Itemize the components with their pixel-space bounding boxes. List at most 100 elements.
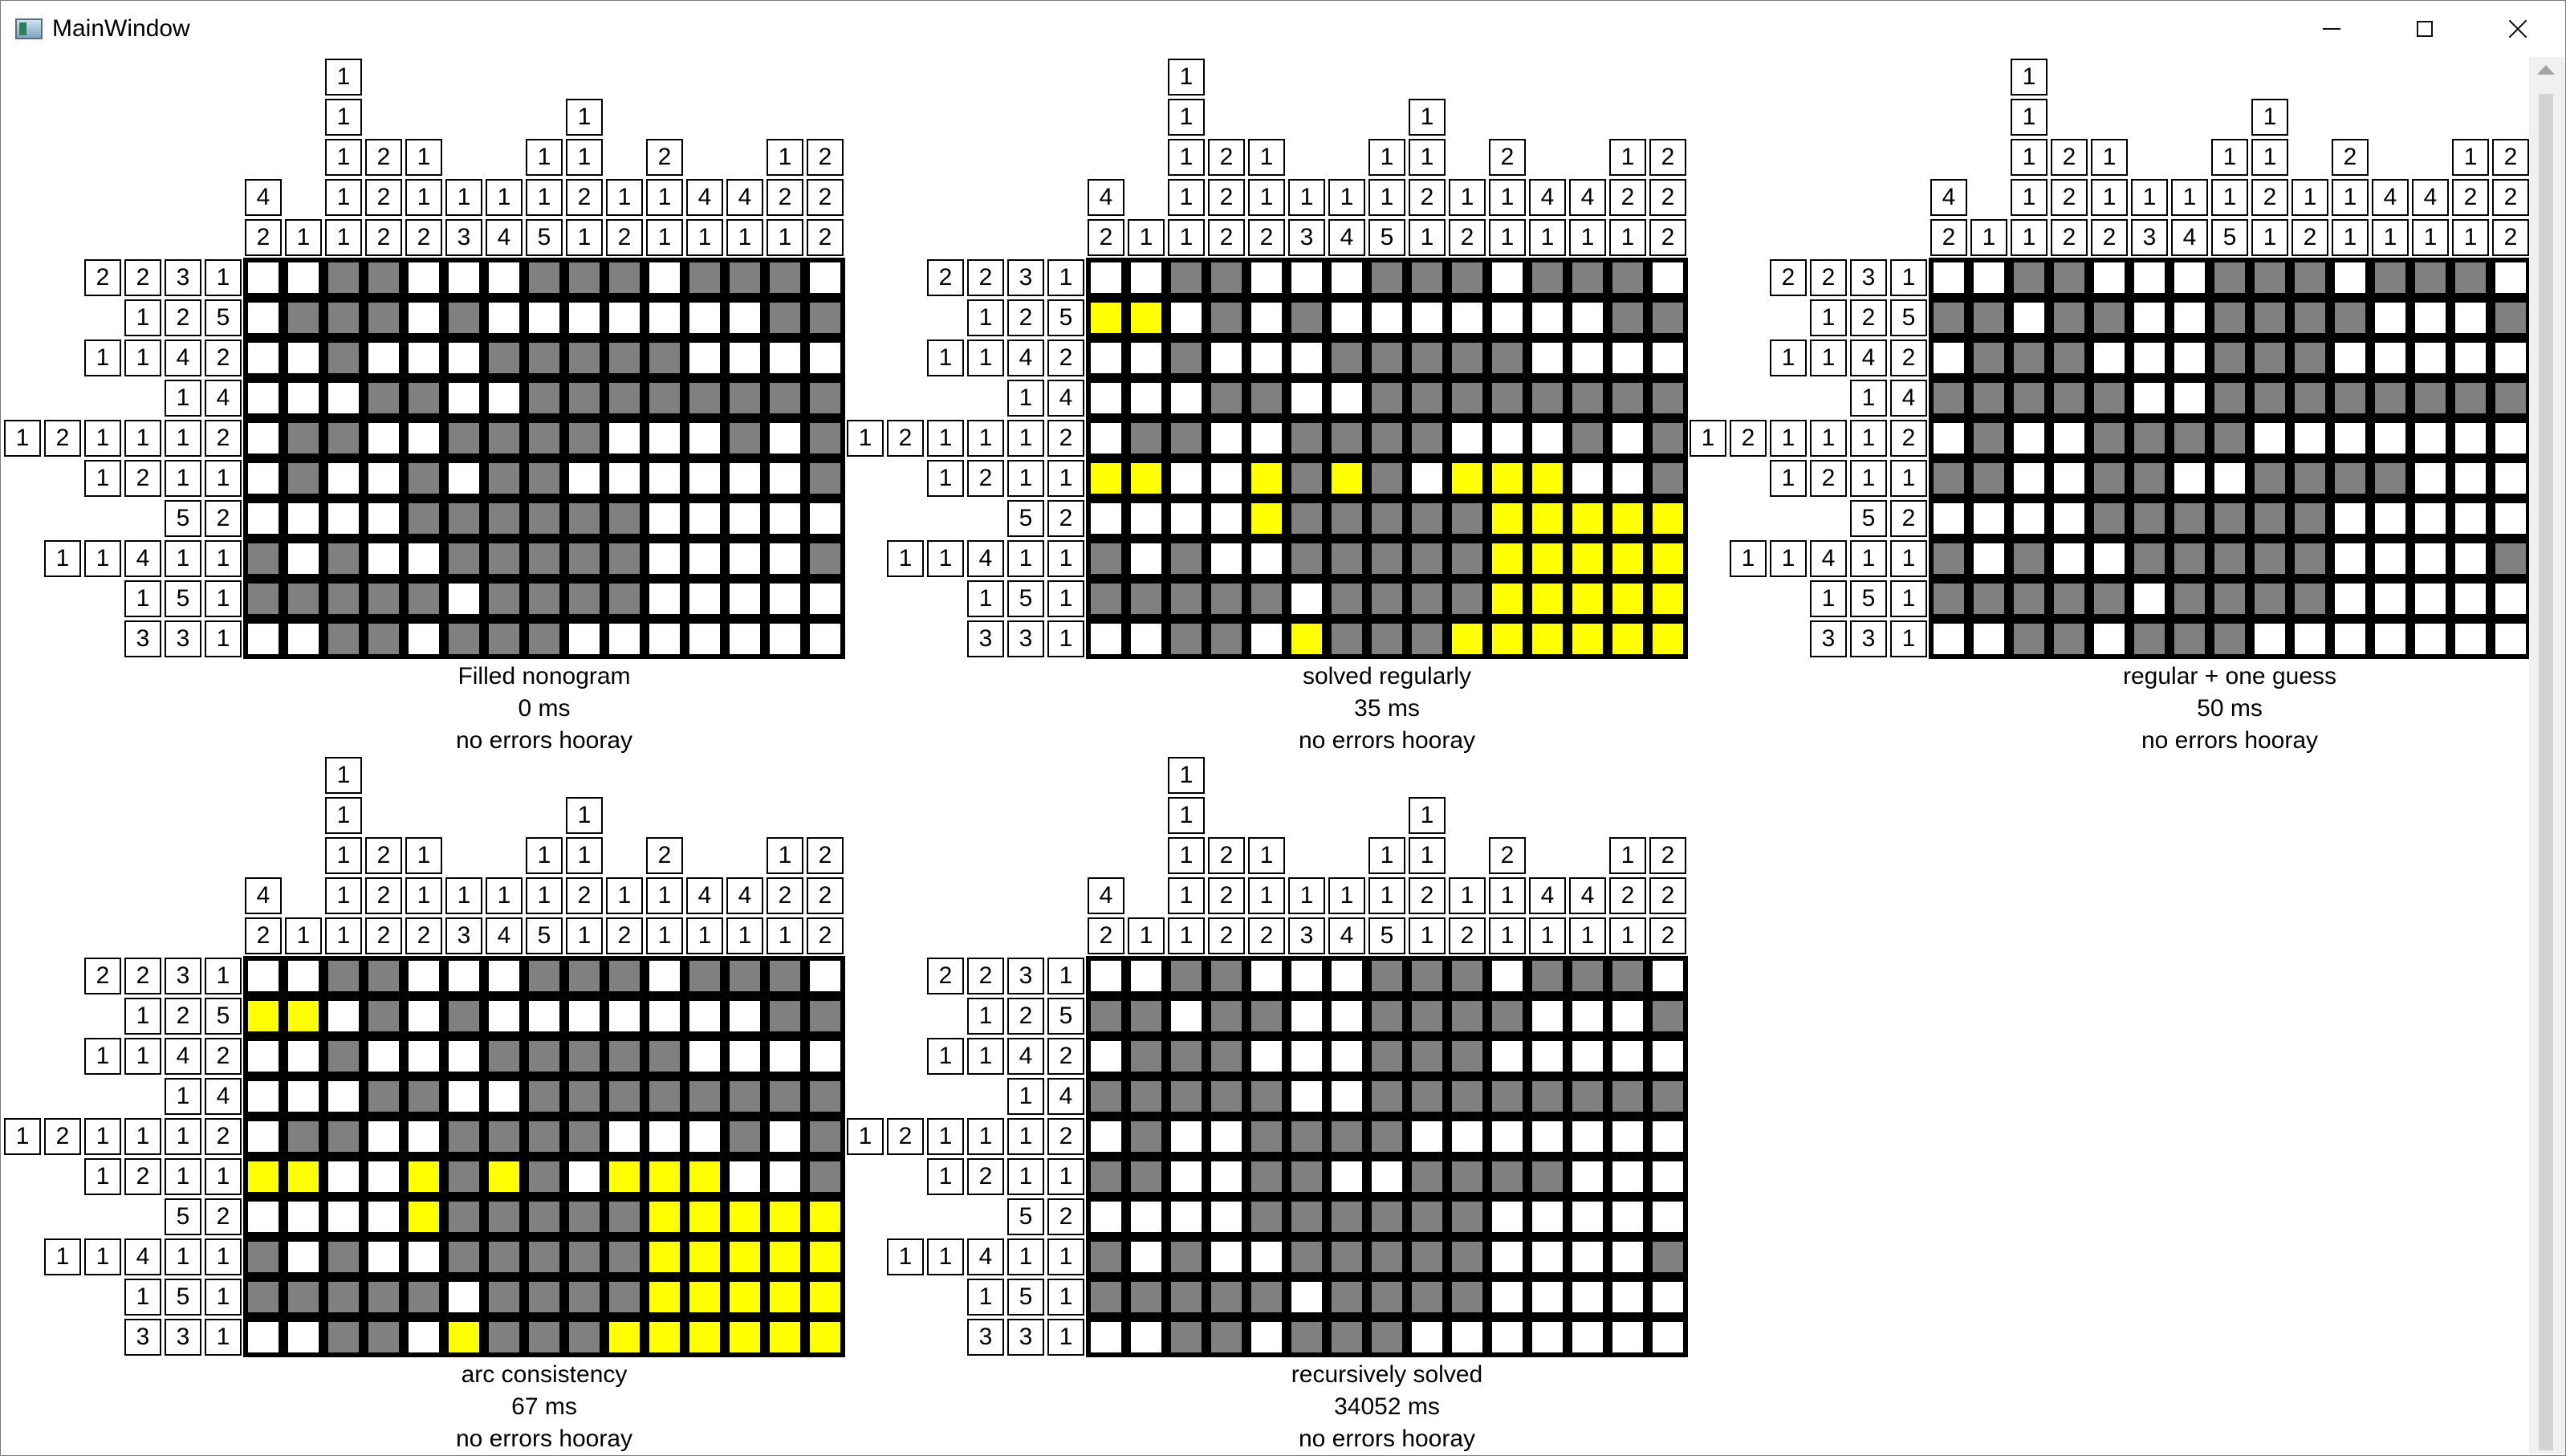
grid-cell-highlighted[interactable] (1527, 539, 1568, 579)
grid-cell-filled[interactable] (524, 579, 564, 619)
grid-cell-empty[interactable] (645, 498, 685, 539)
grid-cell-filled[interactable] (1407, 1277, 1447, 1317)
grid-cell-filled[interactable] (2129, 619, 2170, 659)
grid-cell-highlighted[interactable] (725, 1277, 765, 1317)
grid-cell-filled[interactable] (364, 1317, 404, 1357)
grid-cell-filled[interactable] (1246, 1197, 1287, 1237)
grid-cell-empty[interactable] (685, 579, 725, 619)
grid-cell-filled[interactable] (283, 1277, 323, 1317)
grid-cell-empty[interactable] (1287, 1036, 1327, 1076)
grid-cell-filled[interactable] (524, 378, 564, 418)
grid-cell-highlighted[interactable] (1527, 579, 1568, 619)
grid-cell-highlighted[interactable] (1648, 619, 1688, 659)
grid-cell-empty[interactable] (1086, 258, 1126, 298)
grid-cell-empty[interactable] (805, 579, 845, 619)
grid-cell-empty[interactable] (1487, 1317, 1527, 1357)
grid-cell-filled[interactable] (524, 1157, 564, 1197)
grid-cell-filled[interactable] (604, 498, 645, 539)
grid-cell-empty[interactable] (1608, 996, 1648, 1036)
grid-cell-filled[interactable] (2290, 258, 2330, 298)
grid-cell-filled[interactable] (524, 1197, 564, 1237)
grid-cell-filled[interactable] (1407, 619, 1447, 659)
grid-cell-filled[interactable] (524, 498, 564, 539)
grid-cell-empty[interactable] (1487, 298, 1527, 338)
grid-cell-empty[interactable] (2370, 498, 2410, 539)
grid-cell-empty[interactable] (564, 458, 604, 498)
grid-cell-highlighted[interactable] (765, 1277, 805, 1317)
grid-cell-filled[interactable] (765, 996, 805, 1036)
grid-cell-filled[interactable] (484, 579, 524, 619)
grid-cell-highlighted[interactable] (1648, 579, 1688, 619)
grid-cell-empty[interactable] (444, 258, 484, 298)
grid-cell-empty[interactable] (1086, 498, 1126, 539)
grid-cell-filled[interactable] (2491, 539, 2531, 579)
grid-cell-filled[interactable] (1447, 1076, 1487, 1116)
grid-cell-filled[interactable] (564, 579, 604, 619)
grid-cell-empty[interactable] (283, 338, 323, 378)
grid-cell-filled[interactable] (2170, 579, 2210, 619)
grid-cell-filled[interactable] (524, 418, 564, 458)
grid-cell-empty[interactable] (2330, 498, 2370, 539)
grid-cell-empty[interactable] (1206, 418, 1246, 458)
grid-cell-empty[interactable] (1648, 1277, 1688, 1317)
grid-cell-filled[interactable] (1086, 539, 1126, 579)
grid-cell-empty[interactable] (283, 1076, 323, 1116)
grid-cell-filled[interactable] (444, 1237, 484, 1277)
grid-cell-highlighted[interactable] (1608, 619, 1648, 659)
grid-cell-filled[interactable] (1568, 258, 1608, 298)
grid-cell-empty[interactable] (1487, 956, 1527, 996)
grid-cell-highlighted[interactable] (685, 1237, 725, 1277)
grid-cell-filled[interactable] (364, 1277, 404, 1317)
grid-cell-filled[interactable] (1407, 956, 1447, 996)
grid-cell-filled[interactable] (1367, 956, 1407, 996)
grid-cell-highlighted[interactable] (645, 1157, 685, 1197)
grid-cell-filled[interactable] (323, 1036, 364, 1076)
grid-cell-empty[interactable] (2370, 539, 2410, 579)
grid-cell-filled[interactable] (444, 1197, 484, 1237)
grid-cell-filled[interactable] (1447, 1237, 1487, 1277)
grid-cell-filled[interactable] (1287, 1116, 1327, 1157)
grid-cell-filled[interactable] (2009, 378, 2049, 418)
grid-cell-empty[interactable] (283, 1317, 323, 1357)
grid-cell-filled[interactable] (283, 418, 323, 458)
grid-cell-empty[interactable] (2009, 498, 2049, 539)
grid-cell-empty[interactable] (484, 258, 524, 298)
grid-cell-filled[interactable] (1447, 1036, 1487, 1076)
grid-cell-highlighted[interactable] (604, 1317, 645, 1357)
grid-cell-empty[interactable] (2330, 579, 2370, 619)
grid-cell-empty[interactable] (243, 956, 283, 996)
grid-cell-filled[interactable] (2009, 579, 2049, 619)
grid-cell-filled[interactable] (404, 1076, 444, 1116)
grid-cell-empty[interactable] (2290, 418, 2330, 458)
grid-cell-filled[interactable] (564, 1076, 604, 1116)
grid-cell-filled[interactable] (1608, 298, 1648, 338)
grid-cell-empty[interactable] (1287, 579, 1327, 619)
grid-cell-empty[interactable] (1246, 418, 1287, 458)
grid-cell-filled[interactable] (1327, 418, 1367, 458)
grid-cell-filled[interactable] (364, 378, 404, 418)
grid-cell-filled[interactable] (404, 458, 444, 498)
grid-cell-empty[interactable] (1527, 1277, 1568, 1317)
grid-cell-empty[interactable] (1246, 619, 1287, 659)
grid-cell-filled[interactable] (1327, 1277, 1367, 1317)
grid-cell-filled[interactable] (1648, 418, 1688, 458)
grid-cell-filled[interactable] (645, 1076, 685, 1116)
grid-cell-empty[interactable] (484, 996, 524, 1036)
grid-cell-empty[interactable] (725, 1157, 765, 1197)
grid-cell-empty[interactable] (243, 498, 283, 539)
grid-cell-empty[interactable] (283, 1237, 323, 1277)
grid-cell-filled[interactable] (1407, 1237, 1447, 1277)
grid-cell-filled[interactable] (685, 378, 725, 418)
grid-cell-empty[interactable] (1166, 498, 1206, 539)
grid-cell-highlighted[interactable] (1568, 539, 1608, 579)
grid-cell-filled[interactable] (2290, 539, 2330, 579)
grid-cell-empty[interactable] (2450, 458, 2491, 498)
grid-cell-filled[interactable] (2129, 418, 2170, 458)
grid-cell-filled[interactable] (1206, 956, 1246, 996)
grid-cell-filled[interactable] (1608, 1076, 1648, 1116)
grid-cell-empty[interactable] (1086, 1036, 1126, 1076)
grid-cell-empty[interactable] (364, 1116, 404, 1157)
grid-cell-filled[interactable] (243, 539, 283, 579)
grid-cell-filled[interactable] (2210, 258, 2250, 298)
grid-cell-filled[interactable] (524, 1277, 564, 1317)
